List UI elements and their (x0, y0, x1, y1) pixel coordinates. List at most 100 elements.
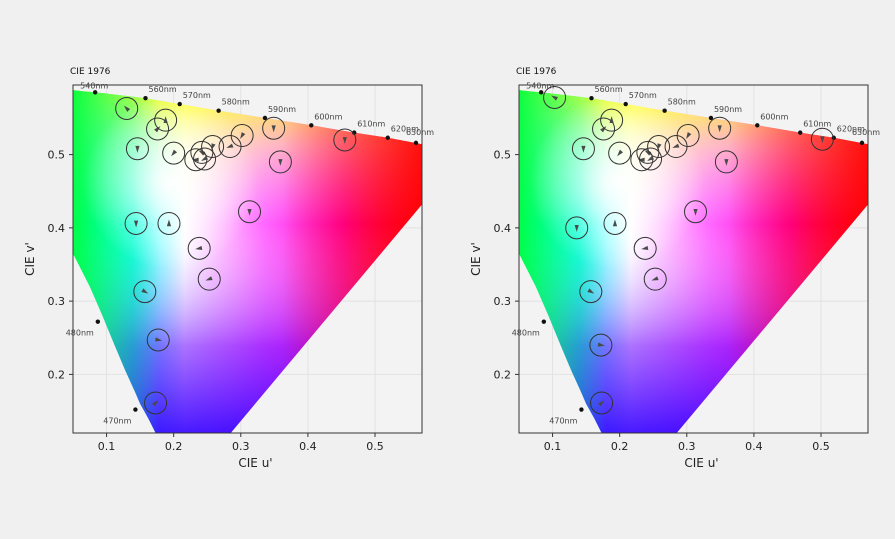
wavelength-marker (95, 319, 101, 324)
direction-arrow-icon (211, 143, 216, 151)
direction-arrow-icon (612, 219, 618, 227)
direction-arrow-icon (647, 155, 655, 161)
direction-arrow-icon (651, 276, 659, 281)
measurement-circle (201, 135, 225, 159)
wavelength-label: 540nm (526, 81, 554, 90)
direction-arrow-icon (123, 105, 131, 112)
wavelength-label: 560nm (594, 85, 622, 94)
measurement-circle (684, 200, 708, 224)
direction-arrow-icon (141, 288, 149, 294)
wavelength-marker (413, 140, 419, 146)
x-tick-label: 0.5 (812, 440, 830, 453)
direction-arrow-icon (205, 276, 213, 281)
measurement-circle (592, 117, 616, 141)
measurement-circle (238, 200, 262, 224)
y-tick-label: 0.4 (48, 222, 66, 235)
wavelength-label: 580nm (668, 98, 696, 107)
direction-arrow-icon (600, 126, 607, 133)
plot-frame (72, 84, 423, 434)
measurement-circle (115, 96, 139, 120)
wavelength-label: 630nm (852, 128, 880, 137)
x-axis-label: CIE u' (684, 456, 718, 470)
measurement-circle (157, 211, 181, 235)
wavelength-marker (309, 123, 314, 128)
direction-arrow-icon (644, 150, 652, 156)
measurement-circle (589, 333, 613, 357)
x-tick-label: 0.2 (165, 440, 183, 453)
wavelength-marker (579, 407, 584, 412)
wavelength-label: 590nm (714, 105, 742, 114)
measurement-circle (262, 116, 286, 140)
wavelength-label: 570nm (629, 91, 657, 100)
wavelength-marker (798, 130, 803, 135)
wavelength-marker (262, 115, 268, 121)
measurement-circle (639, 147, 663, 171)
measurement-circle (647, 135, 671, 159)
measurement-circle (571, 137, 595, 161)
wavelength-marker (352, 130, 357, 135)
plot-frame (518, 84, 869, 434)
measurement-circle (193, 147, 217, 171)
direction-arrow-icon (201, 155, 209, 161)
wavelength-marker (92, 90, 98, 95)
measurement-circle (124, 211, 148, 235)
x-tick-label: 0.1 (544, 440, 562, 453)
wavelength-marker (541, 319, 547, 324)
measurement-circle (600, 108, 624, 132)
wavelength-label: 470nm (549, 417, 577, 426)
direction-arrow-icon (686, 132, 692, 140)
chart-panel: 0.1 0.2 0.3 0.4 0.5 0.2 0.3 0.4 0.5 CIE u' CIE v' C… (469, 67, 880, 470)
wavelength-label: 580nm (222, 98, 250, 107)
measurement-circle (187, 236, 211, 260)
y-tick-label: 0.4 (494, 222, 512, 235)
direction-arrow-icon (641, 245, 649, 250)
measurement-circle (579, 280, 603, 304)
direction-arrow-icon (587, 288, 595, 294)
direction-arrow-icon (637, 157, 645, 162)
x-tick-label: 0.3 (232, 440, 250, 453)
direction-arrow-icon (226, 143, 234, 148)
measurement-circle (543, 85, 567, 109)
x-axis-label: CIE u' (238, 456, 272, 470)
x-tick-label: 0.4 (745, 440, 763, 453)
measurement-circle (144, 391, 168, 415)
wavelength-marker (708, 115, 714, 121)
measurement-circle (268, 150, 292, 174)
direction-arrow-icon (155, 337, 163, 342)
measurement-circle (133, 280, 157, 304)
direction-arrow-icon (693, 208, 698, 216)
direction-arrow-icon (617, 149, 624, 157)
wavelength-label: 620nm (391, 125, 419, 134)
direction-arrow-icon (724, 159, 729, 166)
chart-panel: 0.1 0.2 0.3 0.4 0.5 0.2 0.3 0.4 0.5 CIE u' CIE v' C… (23, 67, 434, 470)
direction-arrow-icon (820, 136, 825, 144)
measurement-circle (630, 148, 654, 172)
direction-arrow-icon (152, 400, 159, 407)
measurement-circle (333, 128, 357, 152)
direction-arrow-icon (672, 143, 680, 148)
direction-arrow-icon (154, 126, 161, 133)
direction-arrow-icon (240, 132, 246, 140)
wavelength-marker (133, 407, 138, 412)
direction-arrow-icon (271, 125, 276, 133)
measurement-circle (184, 148, 208, 172)
chart-title: CIE 1976 (516, 67, 557, 77)
wavelength-marker (385, 135, 390, 140)
measurement-circle (643, 267, 667, 291)
direction-arrow-icon (191, 157, 199, 162)
direction-arrow-icon (657, 143, 662, 151)
direction-arrow-icon (342, 137, 347, 144)
wavelength-marker (859, 140, 865, 146)
y-tick-label: 0.3 (494, 295, 512, 308)
measurement-circle (125, 137, 149, 161)
wavelength-marker (589, 95, 594, 101)
direction-arrow-icon (717, 125, 722, 133)
wavelength-label: 540nm (80, 81, 108, 90)
wavelength-label: 610nm (357, 120, 385, 129)
measurement-circle (708, 116, 732, 140)
direction-arrow-icon (195, 245, 203, 250)
measurement-circle (154, 108, 178, 132)
wavelength-marker (216, 108, 221, 113)
